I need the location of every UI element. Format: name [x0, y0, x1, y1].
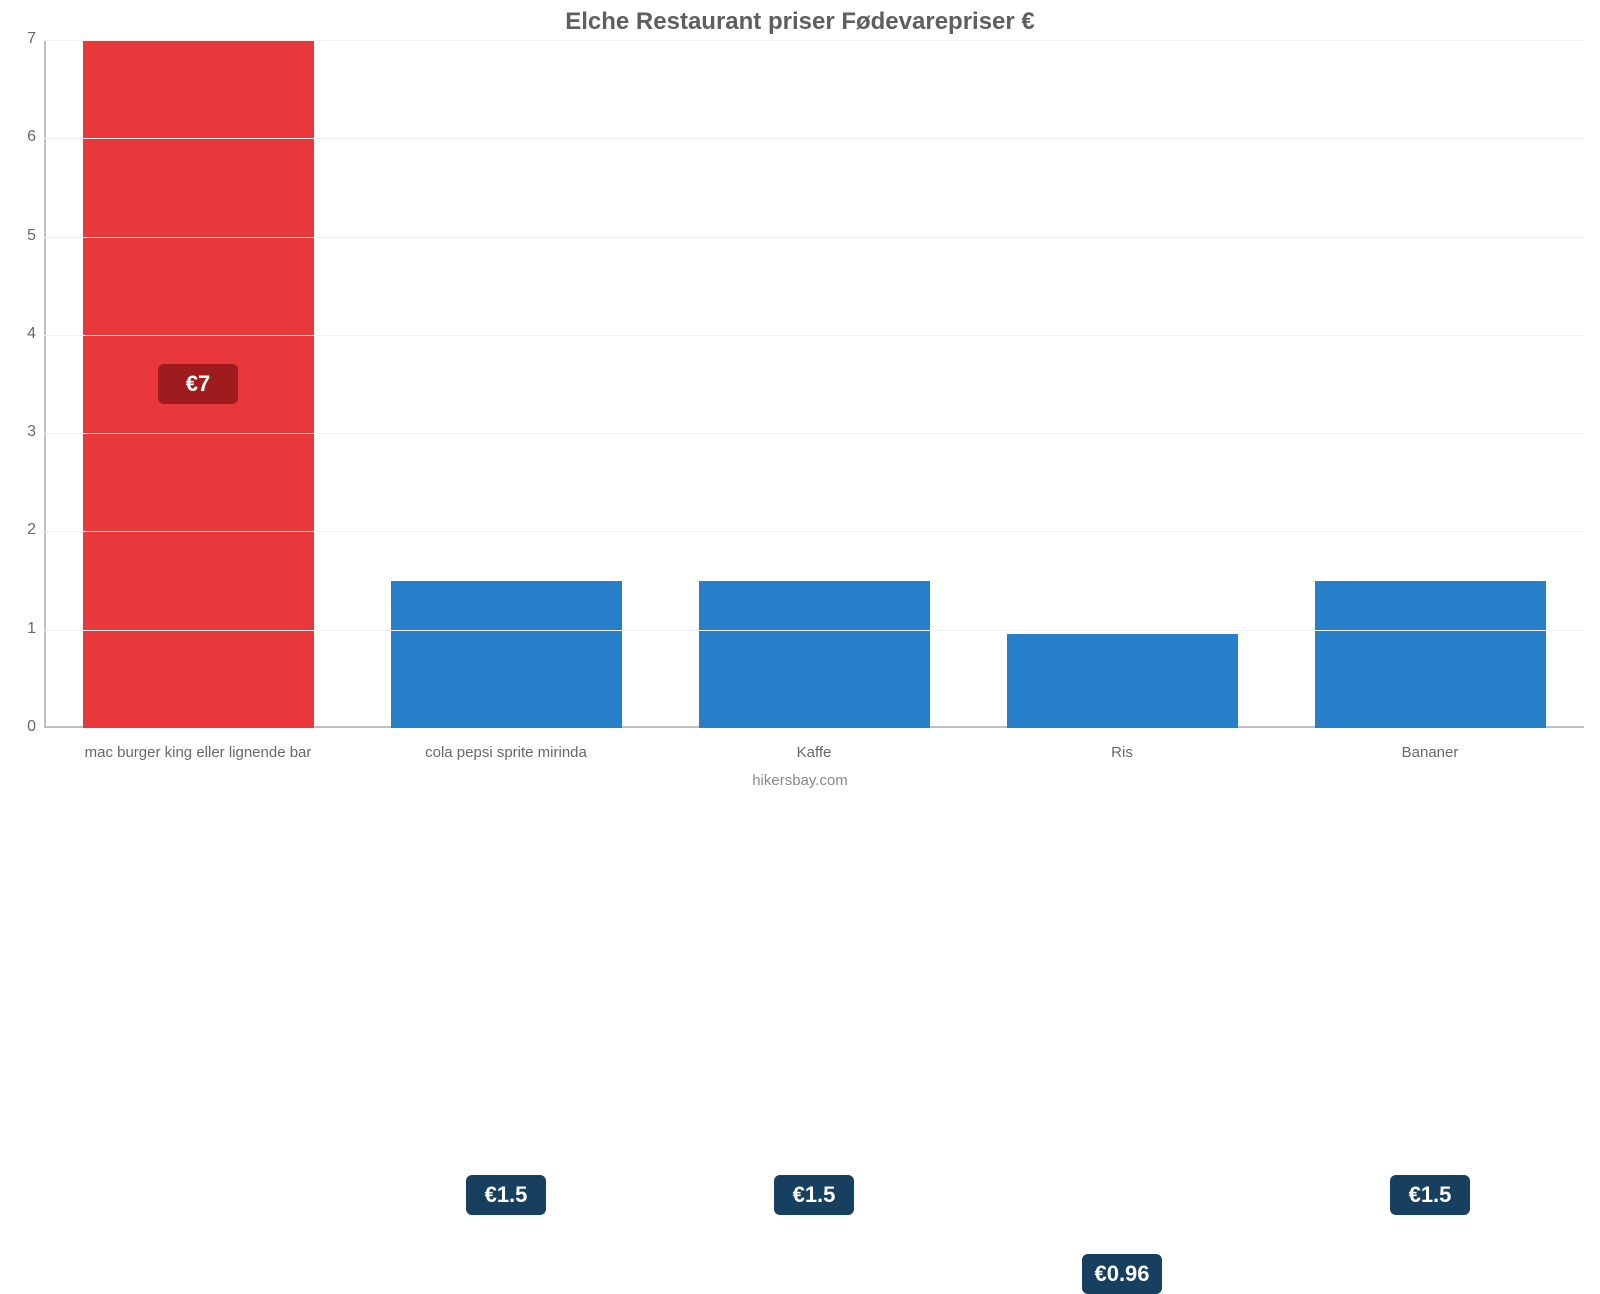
- bar-value-badge: €1.5: [466, 1175, 546, 1215]
- gridline: [44, 531, 1584, 532]
- bar: €1.5: [699, 581, 930, 728]
- x-tick-label: Bananer: [1402, 744, 1459, 761]
- gridline: [44, 138, 1584, 139]
- bar: €0.96: [1007, 634, 1238, 728]
- price-bar-chart: Elche Restaurant priser Fødevarepriser €…: [0, 0, 1600, 800]
- y-tick-label: 2: [0, 521, 36, 539]
- bar: €1.5: [391, 581, 622, 728]
- bar: €1.5: [1315, 581, 1546, 728]
- bar-value-badge: €1.5: [774, 1175, 854, 1215]
- y-tick-label: 3: [0, 423, 36, 441]
- x-tick-label: mac burger king eller lignende bar: [85, 744, 312, 761]
- gridline: [44, 630, 1584, 631]
- bar-value-badge: €0.96: [1082, 1254, 1162, 1294]
- gridline: [44, 40, 1584, 41]
- bar: €7: [83, 40, 314, 728]
- chart-title: Elche Restaurant priser Fødevarepriser €: [0, 8, 1600, 36]
- x-tick-label: Ris: [1111, 744, 1133, 761]
- x-tick-label: Kaffe: [797, 744, 832, 761]
- y-tick-label: 7: [0, 30, 36, 48]
- y-tick-label: 6: [0, 128, 36, 146]
- gridline: [44, 433, 1584, 434]
- gridline: [44, 237, 1584, 238]
- x-tick-label: cola pepsi sprite mirinda: [425, 744, 587, 761]
- chart-source: hikersbay.com: [0, 772, 1600, 789]
- bars-layer: €7 €1.5 €1.5 €0.96 €1.5: [44, 40, 1584, 728]
- y-tick-label: 4: [0, 325, 36, 343]
- y-tick-label: 0: [0, 718, 36, 736]
- y-tick-label: 1: [0, 620, 36, 638]
- bar-value-badge: €7: [158, 364, 238, 404]
- y-tick-label: 5: [0, 227, 36, 245]
- bar-value-badge: €1.5: [1390, 1175, 1470, 1215]
- plot-area: €7 €1.5 €1.5 €0.96 €1.5: [44, 40, 1584, 728]
- gridline: [44, 335, 1584, 336]
